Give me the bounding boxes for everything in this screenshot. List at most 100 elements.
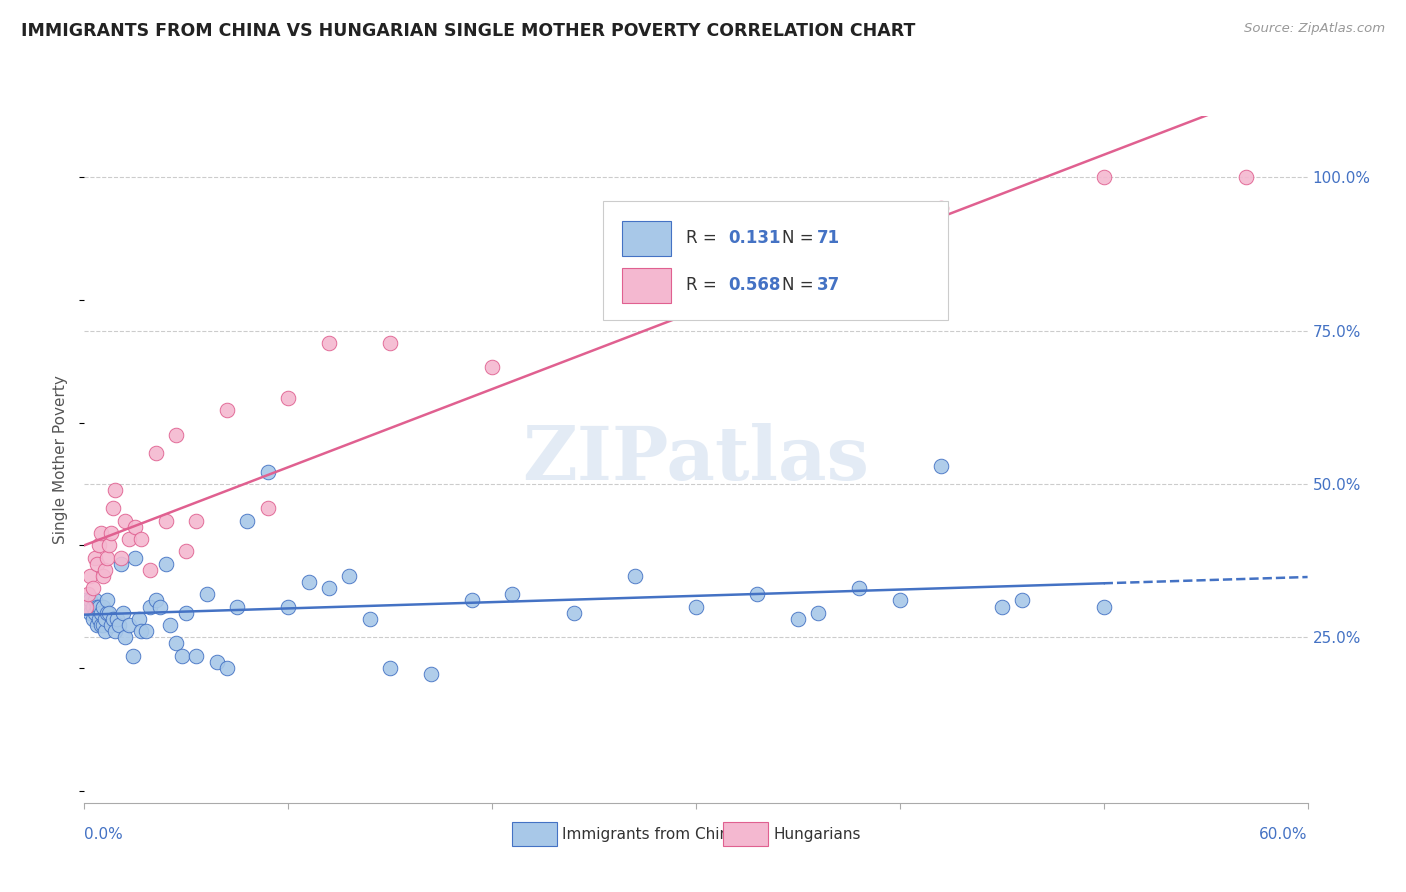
Point (159, 618, 181, 632)
Point (75, 593, 97, 607)
Point (105, 612, 128, 626)
Point (562, 606, 585, 620)
Point (644, 293, 666, 307)
Point (122, 648, 145, 663)
Point (131, 624, 153, 639)
Text: R =: R = (686, 277, 723, 294)
Point (104, 483, 127, 497)
Point (96, 606, 118, 620)
Point (359, 612, 381, 626)
Text: 60.0%: 60.0% (1260, 827, 1308, 841)
Point (172, 648, 194, 663)
Point (101, 612, 124, 626)
Point (236, 514, 259, 528)
Text: Immigrants from China: Immigrants from China (562, 827, 740, 841)
Point (87, 538, 110, 552)
Point (124, 520, 146, 534)
Text: Hungarians: Hungarians (773, 827, 860, 841)
Point (135, 624, 157, 639)
Point (114, 630, 136, 644)
Point (1092, 170, 1115, 185)
Point (257, 465, 280, 479)
Point (787, 612, 810, 626)
Point (298, 575, 321, 590)
Point (82, 612, 104, 626)
Point (186, 648, 208, 663)
Text: N =: N = (782, 277, 818, 294)
Point (100, 618, 122, 632)
Point (77, 599, 100, 614)
Point (93, 624, 117, 639)
Point (83, 550, 105, 565)
Y-axis label: Single Mother Poverty: Single Mother Poverty (53, 375, 69, 544)
Text: 0.0%: 0.0% (84, 827, 124, 841)
Point (77, 587, 100, 601)
Point (90, 606, 112, 620)
Text: N =: N = (782, 229, 818, 247)
Point (420, 667, 443, 681)
Point (889, 593, 911, 607)
Text: 71: 71 (817, 229, 841, 247)
Point (91, 599, 114, 614)
Point (79, 569, 101, 583)
Point (217, 661, 239, 675)
Point (112, 606, 135, 620)
Point (101, 501, 124, 516)
Point (787, 250, 810, 264)
Point (747, 587, 769, 601)
Point (97, 606, 120, 620)
Point (82, 581, 104, 595)
Text: 0.568: 0.568 (728, 277, 780, 294)
Point (110, 557, 132, 571)
Text: R =: R = (686, 229, 723, 247)
Point (118, 618, 141, 632)
Point (97, 538, 120, 552)
Point (145, 593, 167, 607)
Point (155, 557, 177, 571)
Point (1236, 170, 1258, 185)
Text: IMMIGRANTS FROM CHINA VS HUNGARIAN SINGLE MOTHER POVERTY CORRELATION CHART: IMMIGRANTS FROM CHINA VS HUNGARIAN SINGL… (21, 22, 915, 40)
Point (96, 550, 118, 565)
Text: Source: ZipAtlas.com: Source: ZipAtlas.com (1244, 22, 1385, 36)
Point (380, 661, 402, 675)
Text: ZIPatlas: ZIPatlas (523, 423, 869, 496)
Point (90, 618, 112, 632)
Point (86, 599, 108, 614)
Point (991, 599, 1014, 614)
Text: 0.131: 0.131 (728, 229, 780, 247)
Point (186, 514, 208, 528)
Point (131, 532, 153, 546)
Point (79, 593, 101, 607)
Point (93, 612, 117, 626)
Point (83, 593, 105, 607)
Point (176, 606, 198, 620)
Point (86, 618, 108, 632)
Point (481, 360, 503, 375)
Point (155, 514, 177, 528)
Point (165, 636, 187, 650)
Point (93, 563, 117, 577)
Point (124, 550, 146, 565)
Point (82, 599, 104, 614)
Point (380, 335, 402, 350)
Point (1092, 599, 1115, 614)
Point (118, 532, 141, 546)
Point (110, 550, 132, 565)
Point (145, 446, 167, 460)
Point (277, 391, 299, 405)
Point (90, 526, 112, 541)
Point (339, 569, 361, 583)
Point (100, 526, 122, 541)
Point (87, 599, 110, 614)
Point (807, 606, 830, 620)
Point (75, 599, 97, 614)
Point (205, 655, 228, 669)
Point (929, 458, 952, 473)
Point (1011, 593, 1033, 607)
Point (86, 557, 108, 571)
Point (318, 335, 340, 350)
Text: 37: 37 (817, 277, 841, 294)
Point (217, 403, 239, 417)
Point (277, 599, 299, 614)
Point (83, 606, 105, 620)
